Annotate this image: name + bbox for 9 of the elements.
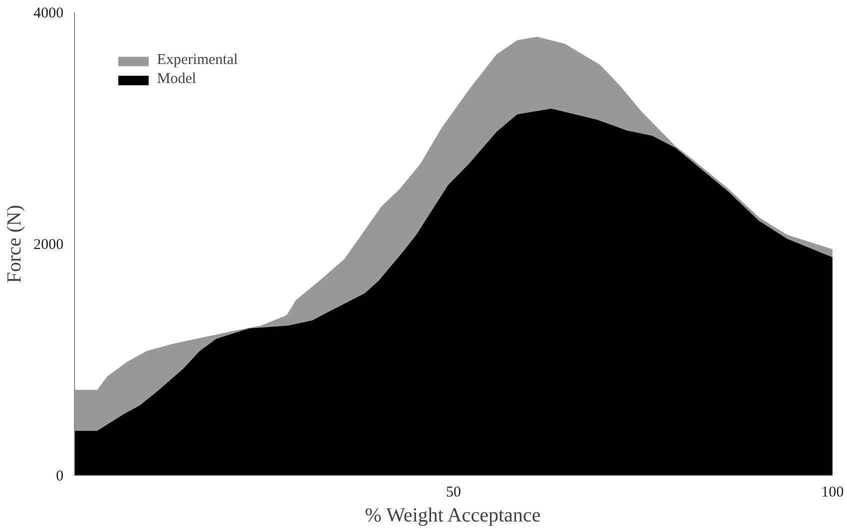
legend-label: Model — [157, 71, 196, 88]
y-tick-label: 4000 — [34, 6, 64, 22]
y-tick-label: 2000 — [34, 237, 64, 253]
legend-label: Experimental — [157, 52, 238, 69]
x-tick-label: 50 — [446, 484, 461, 500]
y-axis-title: Force (N) — [4, 204, 26, 284]
x-tick-label: 100 — [821, 484, 844, 500]
y-tick-label: 0 — [56, 468, 64, 484]
x-axis-title: % Weight Acceptance — [364, 504, 541, 526]
